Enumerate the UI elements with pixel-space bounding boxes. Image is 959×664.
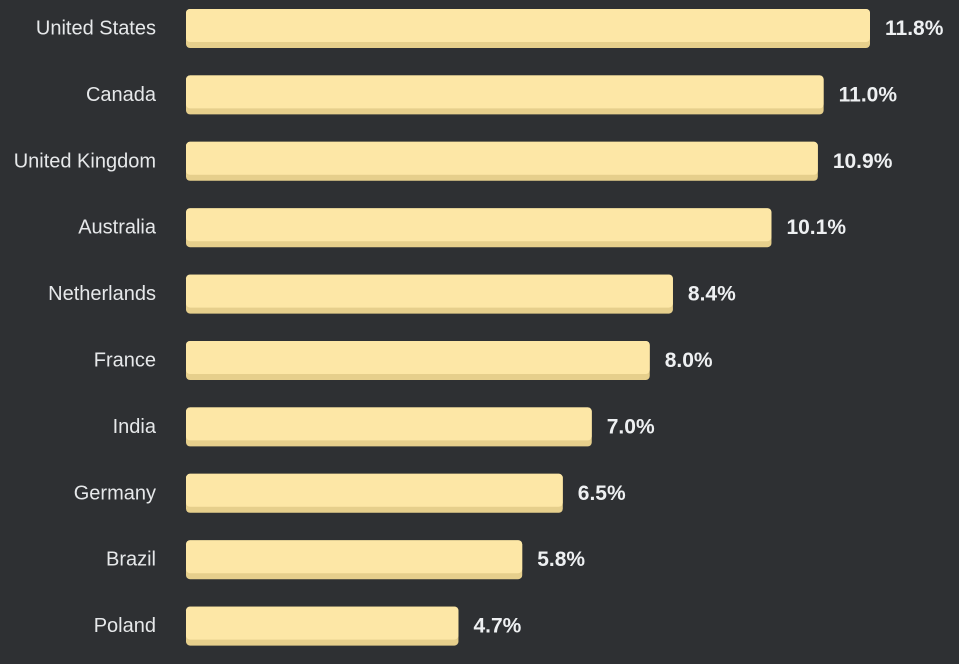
bar-germany — [186, 473, 563, 513]
bar-brazil — [186, 540, 523, 580]
bars-group — [186, 9, 870, 646]
category-label: Poland — [94, 615, 156, 637]
bar-canada — [186, 75, 824, 115]
bar-face — [186, 407, 592, 441]
category-labels-group: United States Canada United Kingdom Austral… — [14, 18, 157, 638]
value-label: 7.0% — [607, 415, 655, 438]
bar-face — [186, 606, 459, 640]
bar-india — [186, 407, 592, 447]
category-label: United States — [36, 18, 156, 40]
category-label: Germany — [74, 482, 156, 504]
bar-face — [186, 9, 870, 42]
category-label: Canada — [86, 84, 157, 106]
value-label: 10.9% — [833, 150, 893, 173]
bar-face — [186, 540, 523, 574]
value-label: 6.5% — [578, 482, 626, 505]
value-label: 4.7% — [473, 615, 521, 638]
bar-australia — [186, 208, 772, 248]
value-label: 10.1% — [786, 216, 846, 239]
value-label: 5.8% — [537, 548, 585, 571]
bar-face — [186, 473, 563, 507]
category-label: Brazil — [106, 549, 156, 571]
value-label: 8.4% — [688, 283, 736, 306]
bar-united-states — [186, 9, 870, 48]
category-label: India — [113, 416, 157, 438]
bar-face — [186, 141, 818, 175]
bar-united-kingdom — [186, 141, 818, 181]
value-label: 8.0% — [665, 349, 713, 372]
bar-face — [186, 208, 772, 242]
value-label: 11.8% — [885, 17, 944, 40]
bar-netherlands — [186, 274, 673, 314]
category-label: Netherlands — [48, 283, 156, 305]
category-label: United Kingdom — [14, 150, 156, 172]
value-labels-group: 11.8% 11.0% 10.9% 10.1% 8.4% 8.0% 7.0% 6.5% 5.8%… — [473, 17, 943, 638]
category-label: Australia — [78, 217, 157, 239]
bar-face — [186, 274, 673, 308]
bar-france — [186, 341, 650, 380]
category-label: France — [94, 350, 156, 372]
bar-poland — [186, 606, 459, 646]
bar-face — [186, 75, 824, 109]
value-label: 11.0% — [839, 83, 898, 106]
bar-face — [186, 341, 650, 374]
